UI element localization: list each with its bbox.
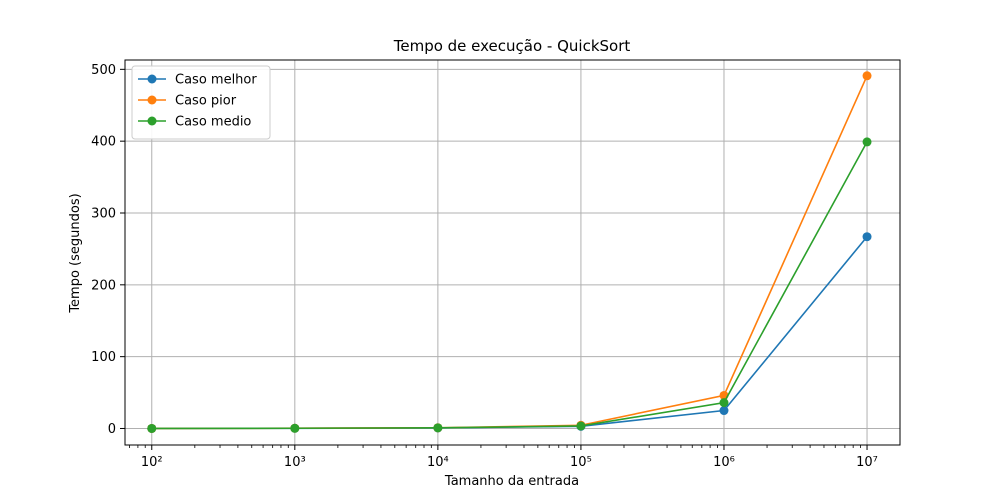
- x-tick-label: 10⁴: [427, 455, 449, 470]
- y-tick-label: 300: [91, 206, 116, 221]
- x-tick-label: 10²: [141, 455, 163, 470]
- ticks: 10² 10³ 10⁴ 10⁵ 10⁶ 10⁷ 0 100 200 300 400 500: [91, 63, 878, 470]
- data-point: [862, 137, 872, 147]
- chart-title: Tempo de execução - QuickSort: [393, 37, 631, 55]
- data-point: [862, 71, 872, 81]
- legend-label: Caso pior: [175, 94, 237, 109]
- x-tick-label: 10⁶: [713, 455, 735, 470]
- x-tick-label: 10³: [284, 455, 306, 470]
- y-tick-label: 100: [91, 350, 116, 365]
- data-point: [719, 406, 729, 416]
- series-layer: [147, 71, 872, 433]
- y-tick-label: 400: [91, 135, 116, 150]
- y-axis-label: Tempo (segundos): [68, 193, 83, 313]
- data-point: [433, 423, 443, 433]
- legend-marker: [147, 116, 157, 126]
- legend-box: [131, 65, 271, 140]
- data-point: [290, 423, 300, 433]
- legend-label: Caso medio: [175, 115, 251, 130]
- series-line: [151, 141, 868, 430]
- data-point: [576, 421, 586, 431]
- legend: Caso melhor Caso pior Caso medio: [131, 65, 271, 140]
- legend-label: Caso melhor: [175, 73, 257, 88]
- x-axis-label: Tamanho da entrada: [444, 474, 579, 489]
- data-point: [147, 423, 157, 433]
- legend-marker: [147, 95, 157, 105]
- y-tick-label: 0: [108, 422, 116, 437]
- x-tick-label: 10⁵: [570, 455, 592, 470]
- plot-frame: [124, 59, 901, 446]
- y-tick-label: 500: [91, 63, 116, 78]
- data-point: [719, 398, 729, 408]
- y-tick-label: 200: [91, 278, 116, 293]
- x-tick-label: 10⁷: [856, 455, 878, 470]
- data-point: [862, 232, 872, 242]
- legend-marker: [147, 74, 157, 84]
- series-line: [151, 236, 868, 430]
